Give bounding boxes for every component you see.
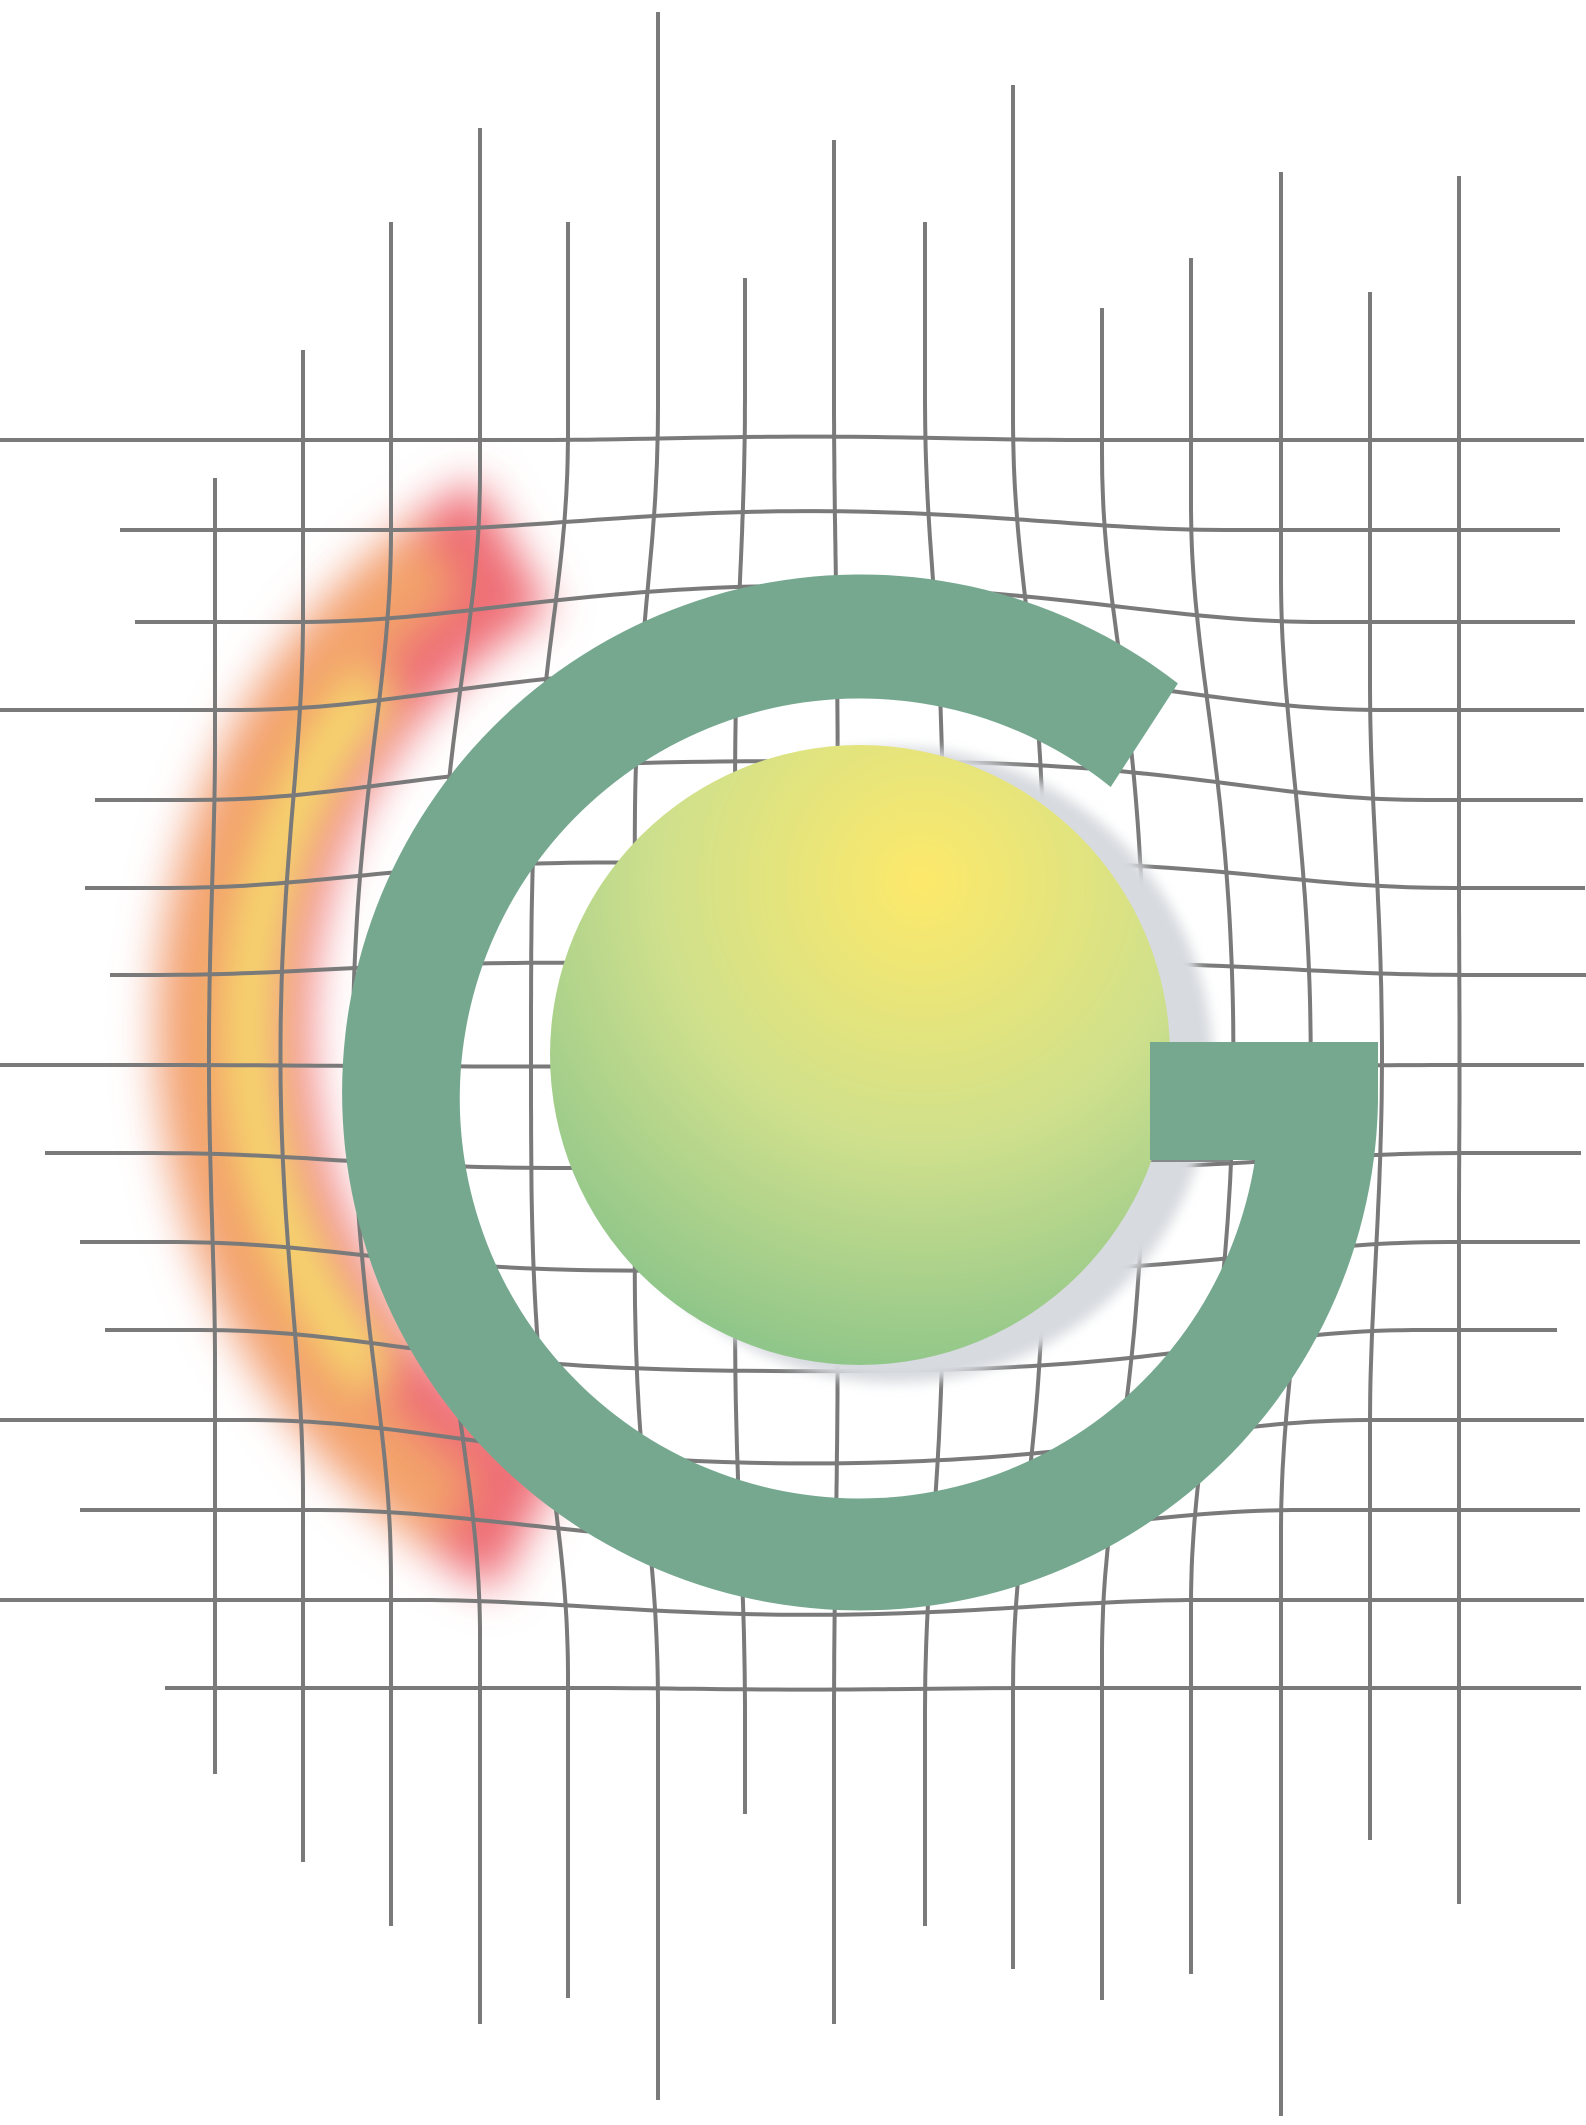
grid-horizontal-line bbox=[165, 1686, 1581, 1692]
glow-arc-orange bbox=[162, 526, 478, 1547]
grid-horizontal-line bbox=[120, 509, 1560, 532]
grid-vertical-line bbox=[278, 350, 305, 1862]
grid-vertical-line bbox=[529, 222, 570, 1998]
grid-vertical-line bbox=[1368, 292, 1384, 1840]
letter-g bbox=[342, 574, 1378, 1611]
sphere bbox=[550, 745, 1170, 1365]
grid-horizontal-line bbox=[0, 434, 1584, 442]
grid-horizontal-line bbox=[0, 1598, 1584, 1617]
glow-arc-yellow bbox=[233, 670, 395, 1390]
glow-arc bbox=[157, 480, 566, 1591]
grid-vertical-line bbox=[1457, 176, 1462, 1904]
grid-vertical-line bbox=[206, 478, 217, 1774]
grid-horizontal-line bbox=[0, 1418, 1584, 1466]
